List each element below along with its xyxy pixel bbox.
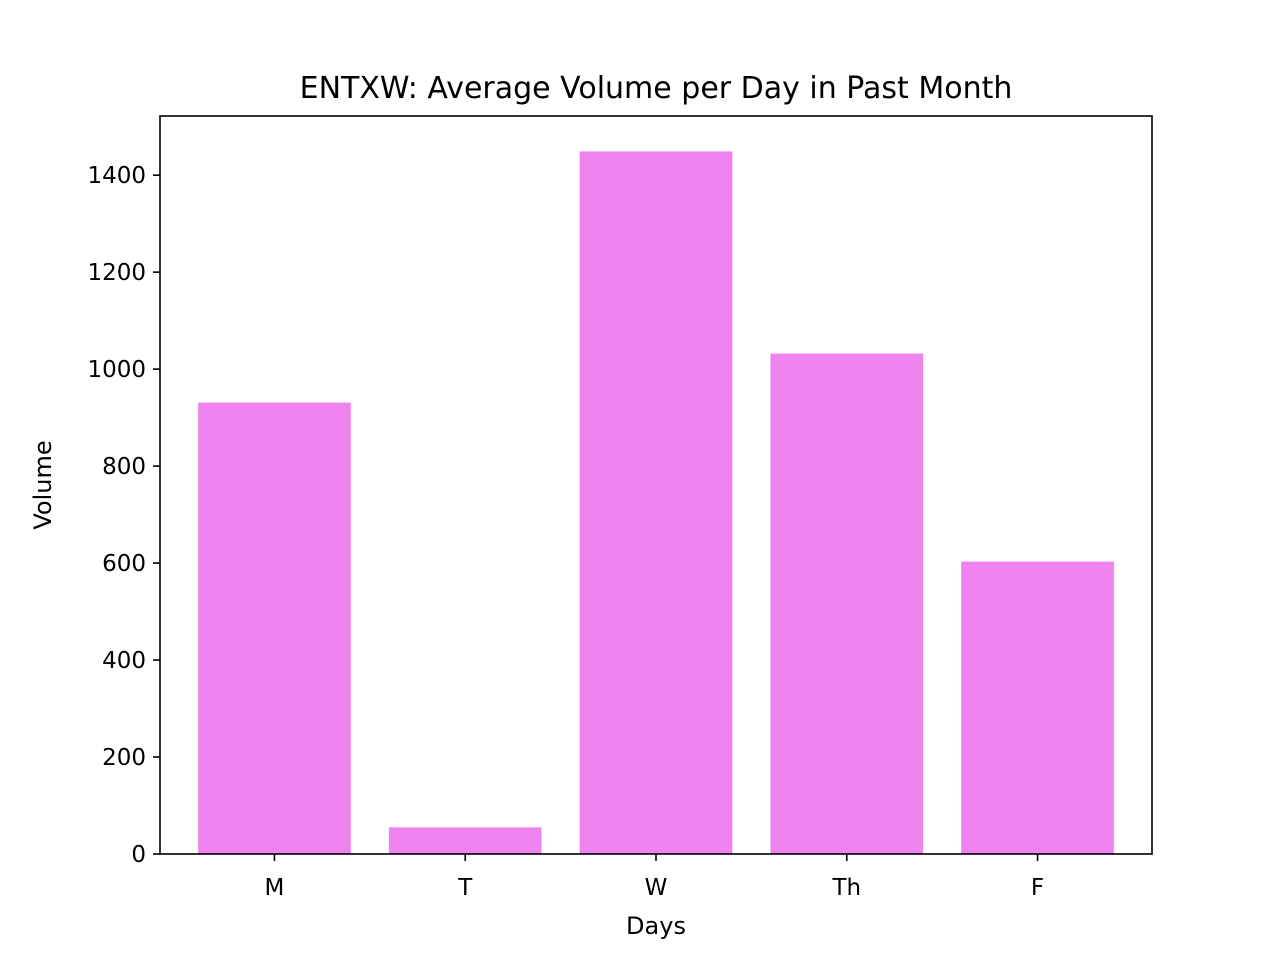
y-tick-label: 400 bbox=[102, 648, 146, 674]
x-tick-label-T: T bbox=[457, 875, 473, 901]
x-tick-label-Th: Th bbox=[831, 875, 861, 901]
x-tick-label-W: W bbox=[645, 875, 668, 901]
bar-M bbox=[198, 402, 351, 854]
x-axis-label: Days bbox=[626, 912, 686, 940]
y-tick-label: 800 bbox=[102, 454, 146, 480]
y-axis-label: Volume bbox=[29, 440, 57, 529]
y-axis-ticks: 0 200 400 600 800 1000 1200 1400 bbox=[87, 163, 160, 868]
x-axis-ticks: M T W Th F bbox=[265, 854, 1044, 901]
x-tick-label-M: M bbox=[265, 875, 285, 901]
bars-group bbox=[198, 151, 1114, 854]
y-tick-label: 0 bbox=[131, 842, 146, 868]
y-tick-label: 200 bbox=[102, 745, 146, 771]
plot-frame bbox=[159, 115, 1153, 855]
x-tick-label-F: F bbox=[1031, 875, 1044, 901]
bar-T bbox=[388, 827, 542, 854]
y-tick-label: 1000 bbox=[87, 357, 146, 383]
y-tick-label: 1200 bbox=[87, 260, 146, 286]
bar-Th bbox=[770, 353, 924, 854]
y-tick-label: 600 bbox=[102, 551, 146, 577]
bar-W bbox=[579, 151, 733, 854]
y-tick-label: 1400 bbox=[87, 163, 146, 189]
bar-F bbox=[961, 561, 1114, 854]
chart-title: ENTXW: Average Volume per Day in Past Mo… bbox=[300, 71, 1013, 106]
